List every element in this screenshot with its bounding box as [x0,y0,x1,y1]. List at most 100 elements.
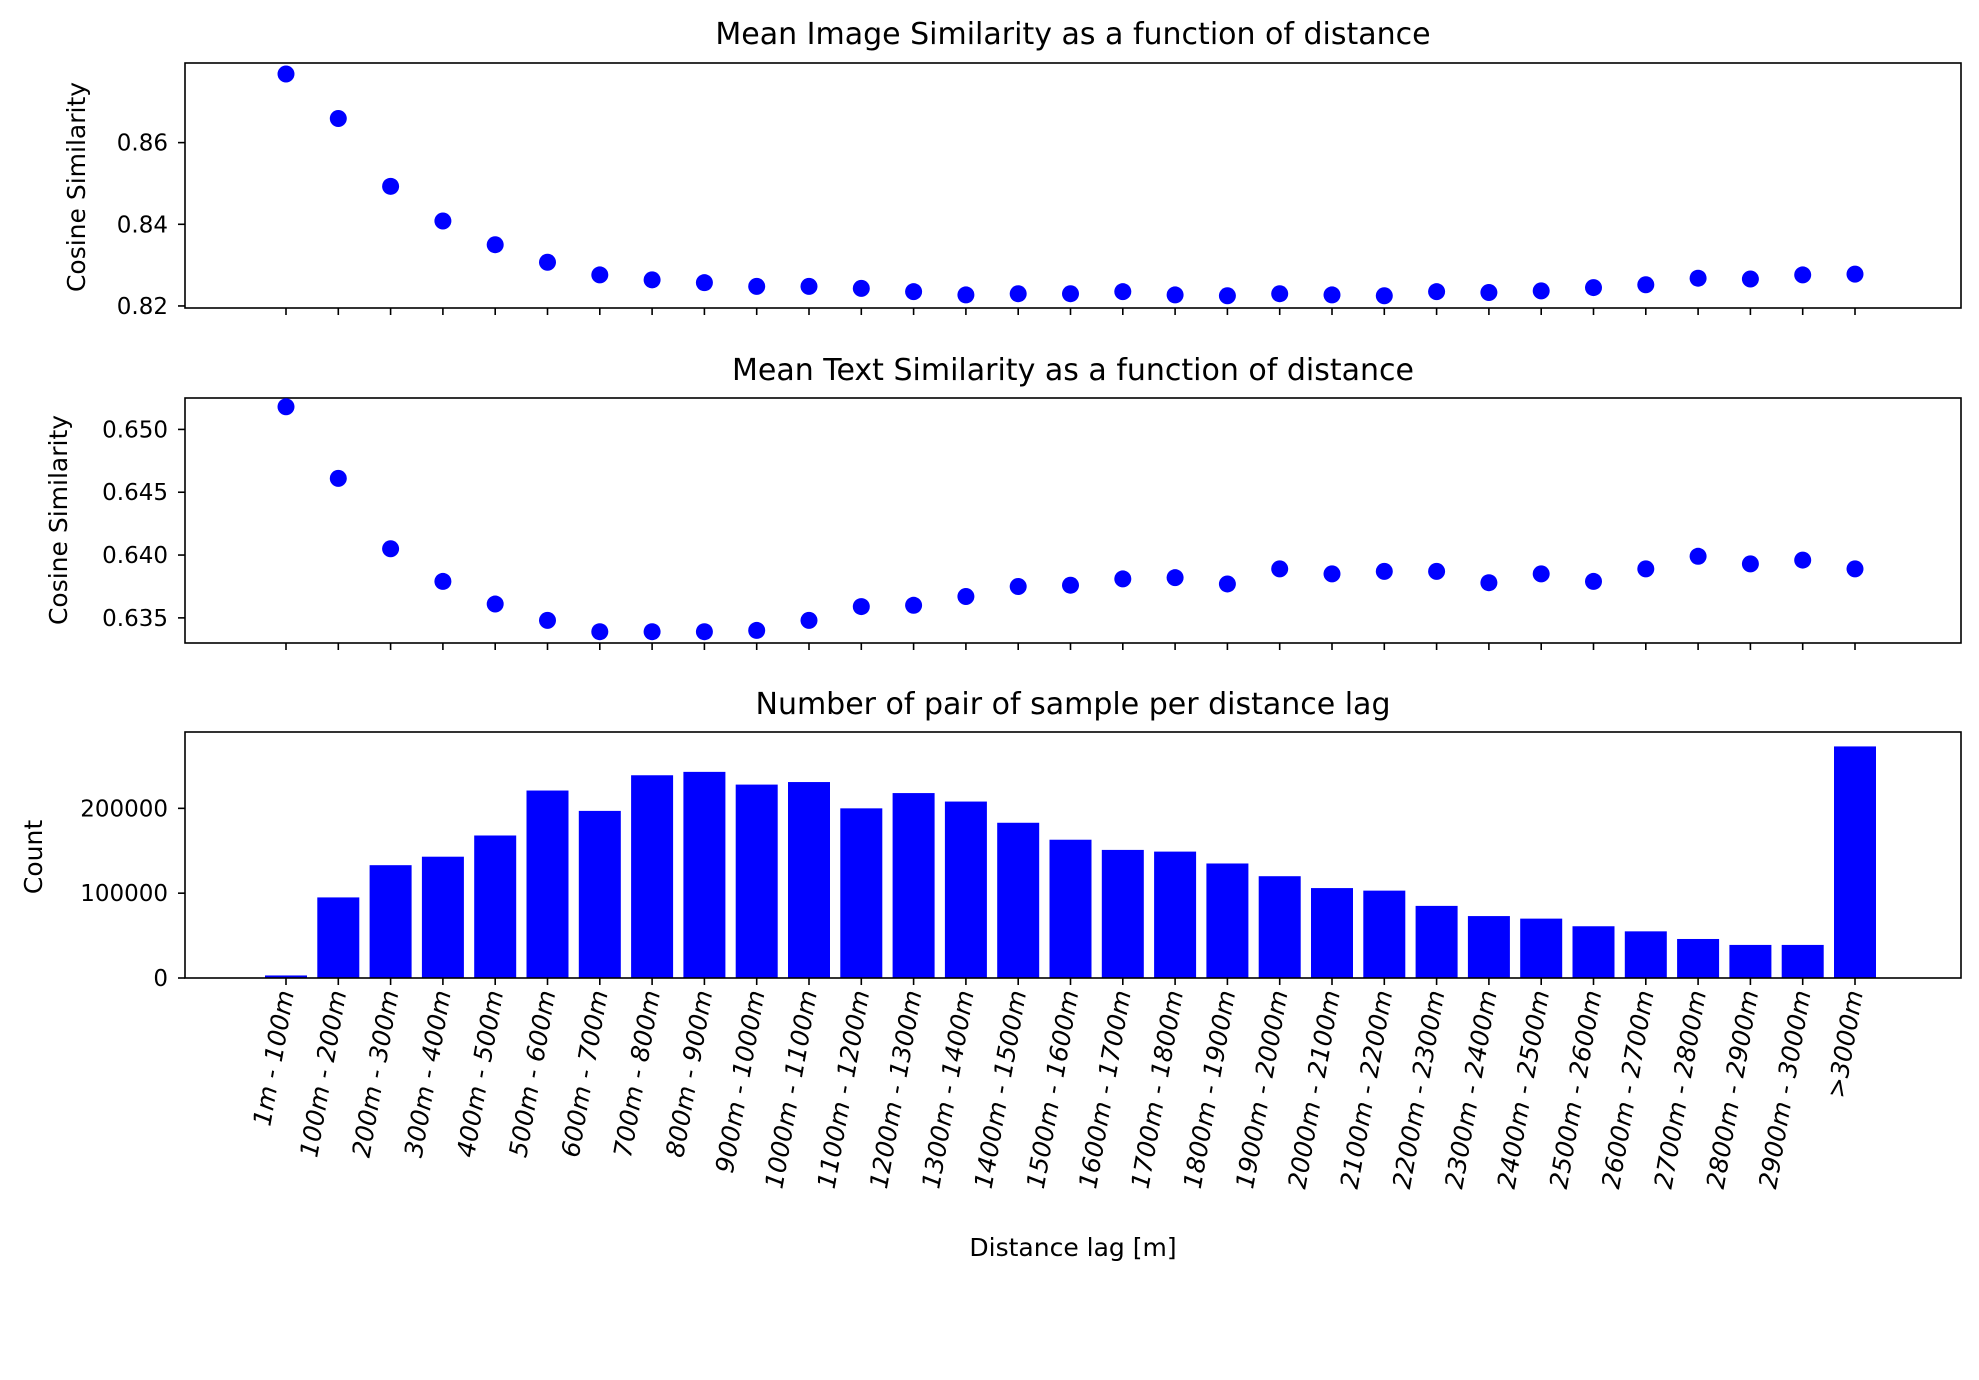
bar-11 [840,808,883,978]
point-14 [1009,285,1027,303]
point-2 [382,177,400,195]
point-20 [1323,565,1341,583]
point-18 [1218,287,1236,305]
xtick-label-15: 1500m - 1600m [1021,988,1084,1191]
point-17 [1166,286,1184,304]
bar-20 [1311,888,1353,978]
xtick-label-22: 2200m - 2300m [1387,988,1450,1191]
bar-5 [526,790,569,978]
point-25 [1585,279,1602,297]
point-3 [434,212,452,230]
point-27 [1689,269,1707,287]
bar-22 [1415,905,1458,978]
point-23 [1480,574,1498,592]
point-16 [1114,283,1132,301]
point-25 [1585,572,1602,590]
xtick-label-3: 300m - 400m [399,988,457,1160]
bar-10 [788,782,830,978]
xtick-label-10: 1000m - 1100m [759,988,822,1191]
point-2 [382,540,400,558]
point-30 [1846,265,1864,283]
point-24 [1532,565,1550,583]
xtick-label-13: 1300m - 1400m [916,988,979,1191]
point-6 [591,266,609,284]
image-similarity-frame [184,62,1962,309]
point-1 [329,469,347,487]
xtick-label-5: 500m - 600m [503,988,561,1160]
xtick-label-14: 1400m - 1500m [969,988,1032,1191]
text-similarity-title: Mean Text Similarity as a function of di… [732,353,1414,388]
point-9 [748,621,766,639]
bar-30 [1834,746,1876,978]
pair-count-title: Number of pair of sample per distance la… [756,687,1391,722]
bar-25 [1572,926,1615,978]
point-28 [1741,555,1759,573]
point-28 [1741,270,1759,288]
point-6 [591,623,609,641]
xtick-label-2: 200m - 300m [347,988,405,1160]
xtick-label-7: 700m - 800m [608,988,666,1160]
ytick-label-0: 0.82 [117,294,168,320]
point-10 [800,611,818,629]
point-13 [957,588,975,606]
pair-count-yticks: 0 100000 200000 [80,796,185,992]
text-similarity-yticks: 0.635 0.640 0.645 0.650 [102,417,185,632]
point-1 [329,110,347,128]
bar-9 [735,784,778,978]
xtick-label-16: 1600m - 1700m [1073,988,1136,1191]
bar-12 [892,793,935,978]
point-15 [1062,285,1079,303]
point-14 [1009,577,1027,595]
xtick-label-12: 1200m - 1300m [864,988,927,1191]
point-23 [1480,283,1498,301]
image-similarity-ylabel: Cosine Similarity [62,82,91,292]
ytick-label-2: 0.645 [102,480,168,506]
bar-23 [1467,916,1510,978]
point-19 [1271,560,1289,578]
pair-count-xticks [285,978,1856,985]
bar-26 [1624,931,1667,978]
xtick-label-19: 1900m - 2000m [1230,988,1293,1191]
point-26 [1637,276,1655,294]
xtick-label-30: >3000m [1821,988,1868,1100]
point-17 [1166,569,1184,587]
text-similarity-ylabel: Cosine Similarity [44,415,73,625]
pair-count-ylabel: Count [19,820,48,894]
xtick-label-11: 1100m - 1200m [812,988,875,1191]
point-18 [1218,575,1236,593]
xtick-label-26: 2600m - 2700m [1596,988,1659,1191]
xtick-label-24: 2400m - 2500m [1492,988,1555,1191]
xtick-label-17: 1700m - 1800m [1126,988,1189,1191]
point-4 [486,236,504,254]
bar-27 [1677,938,1720,978]
image-similarity-yticks: 0.82 0.84 0.86 [117,131,185,320]
image-similarity-xticks [285,308,1856,315]
bar-2 [369,865,412,978]
point-3 [434,572,452,590]
xtick-label-27: 2700m - 2800m [1649,988,1712,1191]
xtick-label-18: 1800m - 1900m [1178,988,1241,1191]
point-22 [1428,562,1446,580]
bar-14 [997,822,1040,978]
bar-4 [474,835,517,978]
bar-0 [265,975,307,978]
xtick-label-4: 400m - 500m [451,988,509,1160]
ytick-label-1: 0.640 [102,543,168,569]
ytick-label-2: 200000 [80,796,168,822]
point-19 [1271,285,1289,303]
xtick-label-25: 2500m - 2600m [1544,988,1607,1191]
bar-18 [1206,863,1249,978]
text-similarity-xticks [285,643,1856,650]
bar-29 [1781,944,1824,978]
ytick-label-0: 0.635 [102,606,168,632]
ytick-label-2: 0.86 [117,131,168,157]
point-0 [277,65,295,83]
image-similarity-panel: Mean Image Similarity as a function of d… [62,17,1962,320]
point-8 [695,274,713,292]
ytick-label-1: 0.84 [117,212,168,238]
bar-13 [944,801,987,978]
bar-16 [1101,849,1144,978]
point-10 [800,277,818,295]
